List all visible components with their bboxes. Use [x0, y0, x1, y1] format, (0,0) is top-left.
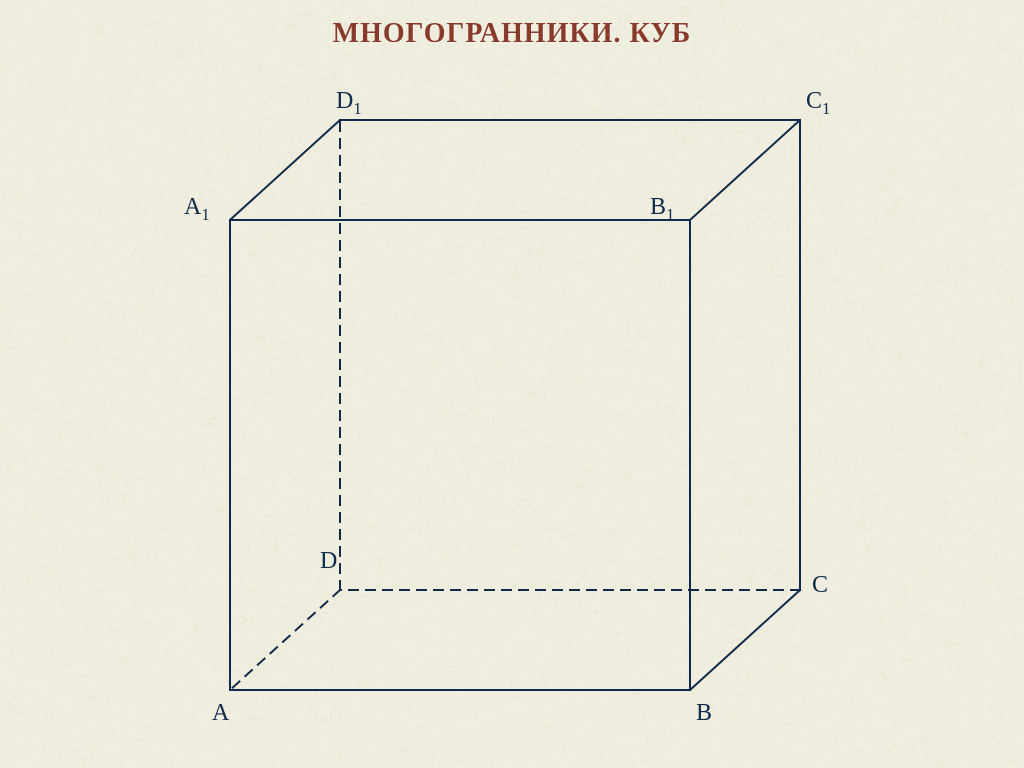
vertex-label-B1: B1	[650, 194, 674, 225]
edge-D-A	[230, 590, 340, 690]
vertex-label-C1: C1	[806, 88, 830, 119]
cube-diagram	[0, 0, 1024, 768]
vertex-label-D1: D1	[336, 88, 362, 119]
vertex-label-A: A	[212, 700, 229, 727]
edge-B1-C1	[690, 120, 800, 220]
vertex-label-B: B	[696, 700, 712, 727]
vertex-label-D: D	[320, 548, 337, 575]
edge-B-C	[690, 590, 800, 690]
edge-D1-A1	[230, 120, 340, 220]
vertex-label-A1: A1	[184, 194, 210, 225]
vertex-label-C: C	[812, 572, 828, 599]
